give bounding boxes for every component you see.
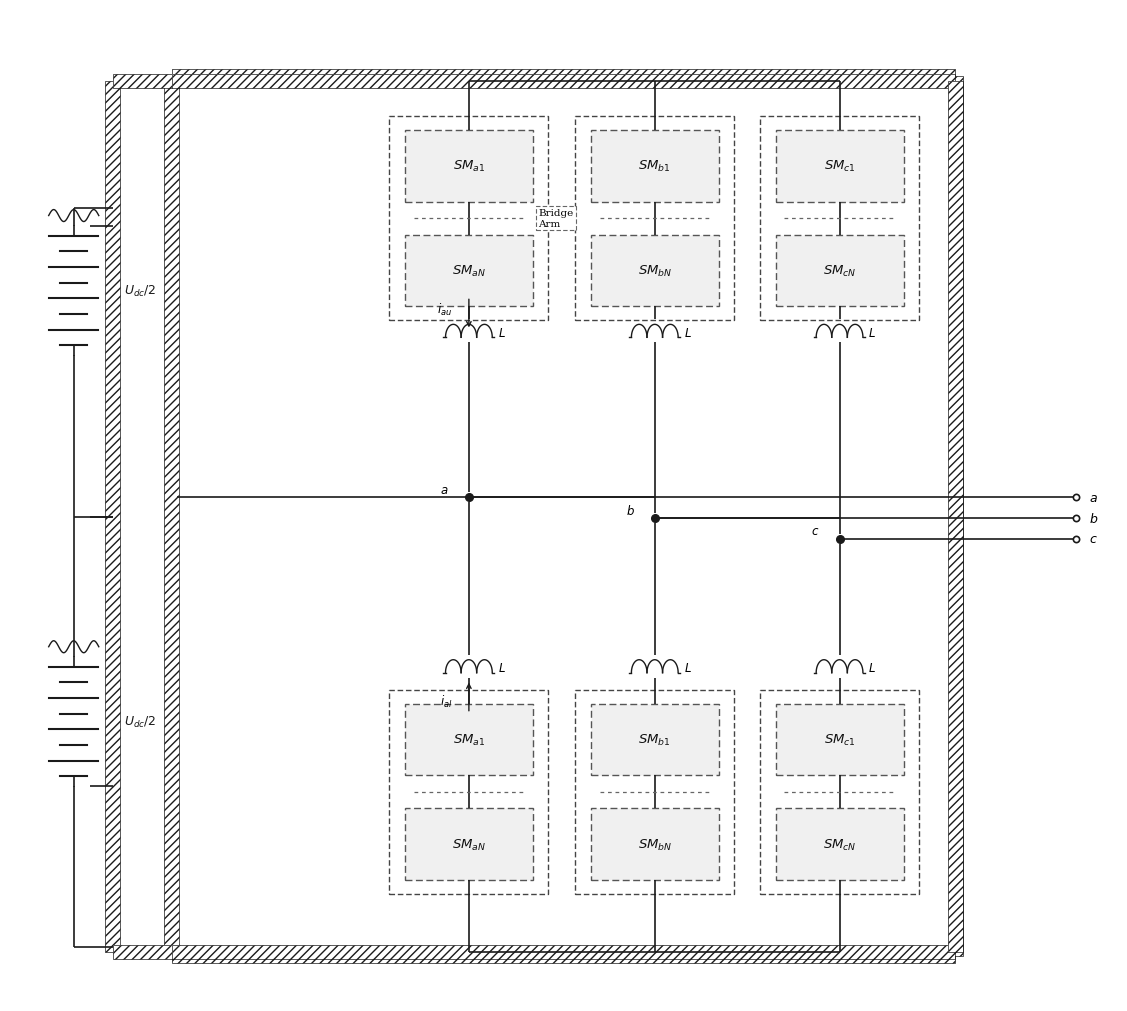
Text: $b$: $b$ — [1089, 512, 1098, 526]
Text: $L$: $L$ — [869, 327, 877, 340]
Text: $SM_{cN}$: $SM_{cN}$ — [823, 264, 857, 279]
Text: $SM_{bN}$: $SM_{bN}$ — [638, 837, 672, 852]
FancyBboxPatch shape — [775, 704, 904, 775]
Bar — [171, 70, 956, 84]
Text: $L$: $L$ — [684, 327, 692, 340]
FancyBboxPatch shape — [775, 809, 904, 881]
Text: $SM_{a1}$: $SM_{a1}$ — [453, 159, 485, 174]
Bar — [171, 70, 956, 84]
FancyBboxPatch shape — [405, 704, 533, 775]
Bar — [163, 77, 179, 956]
Bar — [171, 75, 956, 89]
Bar — [105, 82, 121, 952]
Bar — [948, 77, 964, 956]
Text: $SM_{cN}$: $SM_{cN}$ — [823, 837, 857, 852]
Bar — [171, 949, 956, 963]
FancyBboxPatch shape — [405, 809, 533, 881]
Bar — [171, 75, 956, 89]
Bar — [163, 77, 179, 956]
FancyBboxPatch shape — [591, 809, 719, 881]
Bar — [105, 82, 121, 952]
FancyBboxPatch shape — [405, 130, 533, 202]
Text: $SM_{a1}$: $SM_{a1}$ — [453, 732, 485, 747]
Text: $SM_{c1}$: $SM_{c1}$ — [824, 159, 855, 174]
Bar — [948, 77, 964, 956]
FancyBboxPatch shape — [591, 704, 719, 775]
Text: $SM_{b1}$: $SM_{b1}$ — [638, 732, 672, 747]
Bar — [113, 75, 171, 89]
Text: $L$: $L$ — [498, 661, 506, 674]
FancyBboxPatch shape — [591, 130, 719, 202]
Text: $L$: $L$ — [869, 661, 877, 674]
Text: $b$: $b$ — [625, 503, 635, 518]
Bar — [171, 945, 956, 959]
Text: $L$: $L$ — [498, 327, 506, 340]
Text: $SM_{aN}$: $SM_{aN}$ — [452, 264, 486, 279]
Text: $U_{dc}/2$: $U_{dc}/2$ — [124, 283, 156, 298]
FancyBboxPatch shape — [775, 130, 904, 202]
Bar — [948, 82, 964, 952]
FancyBboxPatch shape — [591, 236, 719, 307]
Text: $SM_{c1}$: $SM_{c1}$ — [824, 732, 855, 747]
Text: $c$: $c$ — [1089, 533, 1098, 546]
Text: $L$: $L$ — [684, 661, 692, 674]
Text: $a$: $a$ — [441, 483, 449, 496]
Bar — [113, 75, 171, 89]
Text: $SM_{bN}$: $SM_{bN}$ — [638, 264, 672, 279]
Text: $SM_{b1}$: $SM_{b1}$ — [638, 159, 672, 174]
Text: $c$: $c$ — [811, 525, 819, 538]
Text: $i_{al}$: $i_{al}$ — [440, 693, 452, 709]
Bar — [113, 945, 171, 959]
Text: $U_{dc}/2$: $U_{dc}/2$ — [124, 715, 156, 729]
FancyBboxPatch shape — [775, 236, 904, 307]
Text: $SM_{aN}$: $SM_{aN}$ — [452, 837, 486, 852]
Bar — [948, 82, 964, 952]
Text: $i_{au}$: $i_{au}$ — [437, 302, 452, 318]
Bar — [171, 945, 956, 959]
Bar — [171, 949, 956, 963]
FancyBboxPatch shape — [405, 236, 533, 307]
Bar — [113, 945, 171, 959]
Text: Bridge
Arm: Bridge Arm — [539, 209, 574, 228]
Text: $a$: $a$ — [1089, 491, 1098, 504]
